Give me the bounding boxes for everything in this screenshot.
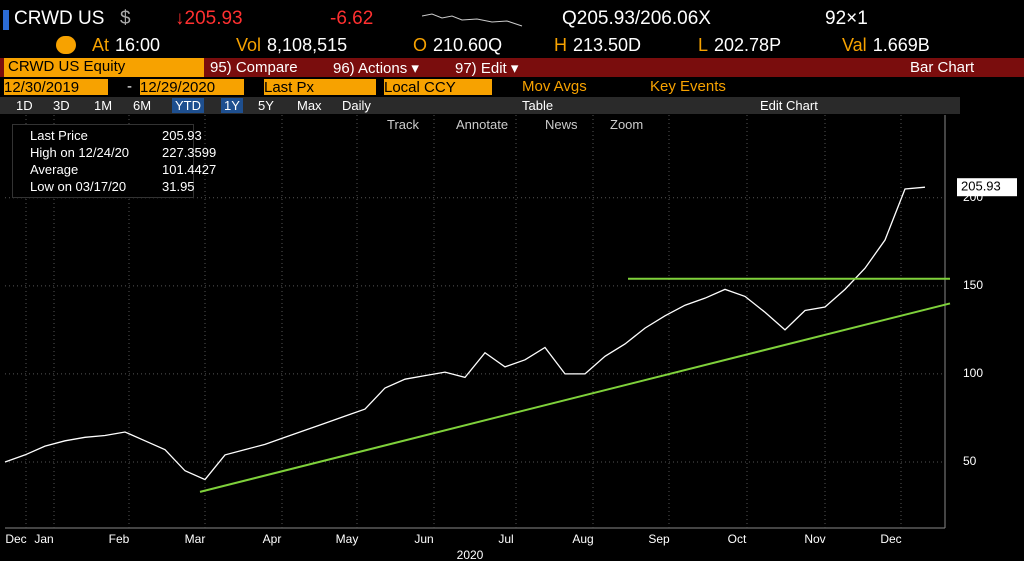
trendline bbox=[199, 302, 951, 493]
period[interactable]: 5Y bbox=[258, 98, 274, 113]
tool[interactable]: Zoom bbox=[610, 117, 644, 132]
period[interactable]: 1Y bbox=[221, 98, 243, 113]
size: 92×1 bbox=[825, 8, 868, 29]
x-tick-label: Jan bbox=[34, 532, 53, 546]
ccy[interactable]: Local CCY bbox=[384, 79, 492, 96]
y-tick-label: 100 bbox=[963, 366, 983, 380]
x-tick-label: Nov bbox=[804, 532, 825, 546]
x-tick-label: Jun bbox=[414, 532, 433, 546]
frequency[interactable]: Daily bbox=[342, 98, 371, 113]
last: ↓205.93 bbox=[175, 8, 243, 29]
stat-label: At bbox=[92, 35, 110, 55]
period[interactable]: Max bbox=[297, 98, 322, 113]
last-label: 205.93 bbox=[961, 179, 1001, 194]
legend-label: Low on 03/17/20 bbox=[30, 179, 127, 194]
x-tick-label: Mar bbox=[185, 532, 206, 546]
table[interactable]: Table bbox=[522, 98, 554, 113]
stat-value: 8,108,515 bbox=[267, 35, 348, 55]
start-date[interactable]: 12/30/2019 bbox=[4, 79, 108, 96]
key-events[interactable]: Key Events bbox=[650, 78, 726, 95]
stat-label: L bbox=[698, 35, 709, 55]
stat-value: 202.78P bbox=[714, 35, 782, 55]
currency: $ bbox=[120, 8, 131, 29]
x-tick-label: Sep bbox=[648, 532, 670, 546]
period[interactable]: YTD bbox=[172, 98, 204, 113]
stat-value: 213.50D bbox=[573, 35, 642, 55]
y-tick-label: 50 bbox=[963, 454, 977, 468]
menu-item[interactable]: 97) Edit ▾ bbox=[455, 60, 519, 77]
sparkline bbox=[422, 13, 523, 27]
x-tick-label: May bbox=[336, 532, 359, 546]
menu-bar bbox=[0, 58, 1024, 77]
security[interactable]: CRWD US Equity bbox=[4, 58, 204, 77]
stat-label: Vol bbox=[236, 35, 262, 55]
tool[interactable]: Track bbox=[387, 117, 420, 132]
stat-value: 1.669B bbox=[872, 35, 930, 55]
legend-label: Last Price bbox=[30, 128, 88, 143]
end-date[interactable]: 12/29/2020 bbox=[140, 79, 244, 96]
x-tick-label: Oct bbox=[728, 532, 747, 546]
stat-label: Val bbox=[842, 35, 867, 55]
x-tick-label: Jul bbox=[498, 532, 513, 546]
price-line bbox=[4, 186, 926, 481]
legend-label: High on 12/24/20 bbox=[30, 145, 130, 160]
settings-bar bbox=[0, 79, 1024, 96]
x-tick-label: Apr bbox=[263, 532, 282, 546]
stat-label: H bbox=[554, 35, 567, 55]
tool[interactable]: Annotate bbox=[456, 117, 509, 132]
dash: - bbox=[127, 78, 132, 95]
stat-label: O bbox=[413, 35, 428, 55]
period[interactable]: 1M bbox=[94, 98, 113, 113]
mov-avgs[interactable]: Mov Avgs bbox=[522, 78, 587, 95]
flag bbox=[3, 10, 9, 30]
x-tick-label: Feb bbox=[109, 532, 130, 546]
menu-item[interactable]: 96) Actions ▾ bbox=[333, 60, 419, 77]
x-tick-label: Dec bbox=[880, 532, 901, 546]
last-tag bbox=[957, 178, 1017, 197]
legend-value: 31.95 bbox=[162, 179, 195, 194]
x-tick-label: Dec bbox=[5, 532, 26, 546]
change: -6.62 bbox=[330, 8, 374, 29]
period[interactable]: 3D bbox=[53, 98, 70, 113]
ticker: CRWD US bbox=[14, 8, 105, 29]
period[interactable]: 1D bbox=[16, 98, 33, 113]
period[interactable]: 6M bbox=[133, 98, 152, 113]
y-tick-label: 150 bbox=[963, 278, 983, 292]
legend bbox=[12, 124, 194, 198]
clock-icon bbox=[56, 36, 76, 54]
legend-label: Average bbox=[30, 162, 79, 177]
bid-ask: Q205.93/206.06X bbox=[562, 8, 711, 29]
legend-value: 227.3599 bbox=[162, 145, 217, 160]
stat-value: 210.60Q bbox=[433, 35, 503, 55]
edit-chart[interactable]: Edit Chart bbox=[760, 98, 818, 113]
stat-value: 16:00 bbox=[115, 35, 161, 55]
menu-item[interactable]: 95) Compare bbox=[210, 59, 298, 76]
legend-value: 101.4427 bbox=[162, 162, 217, 177]
x-axis-label: 2020 bbox=[457, 548, 484, 561]
field[interactable]: Last Px bbox=[264, 79, 376, 96]
tool[interactable]: News bbox=[545, 117, 578, 132]
x-tick-label: Aug bbox=[572, 532, 593, 546]
view: Bar Chart bbox=[910, 59, 975, 76]
legend-value: 205.93 bbox=[162, 128, 202, 143]
